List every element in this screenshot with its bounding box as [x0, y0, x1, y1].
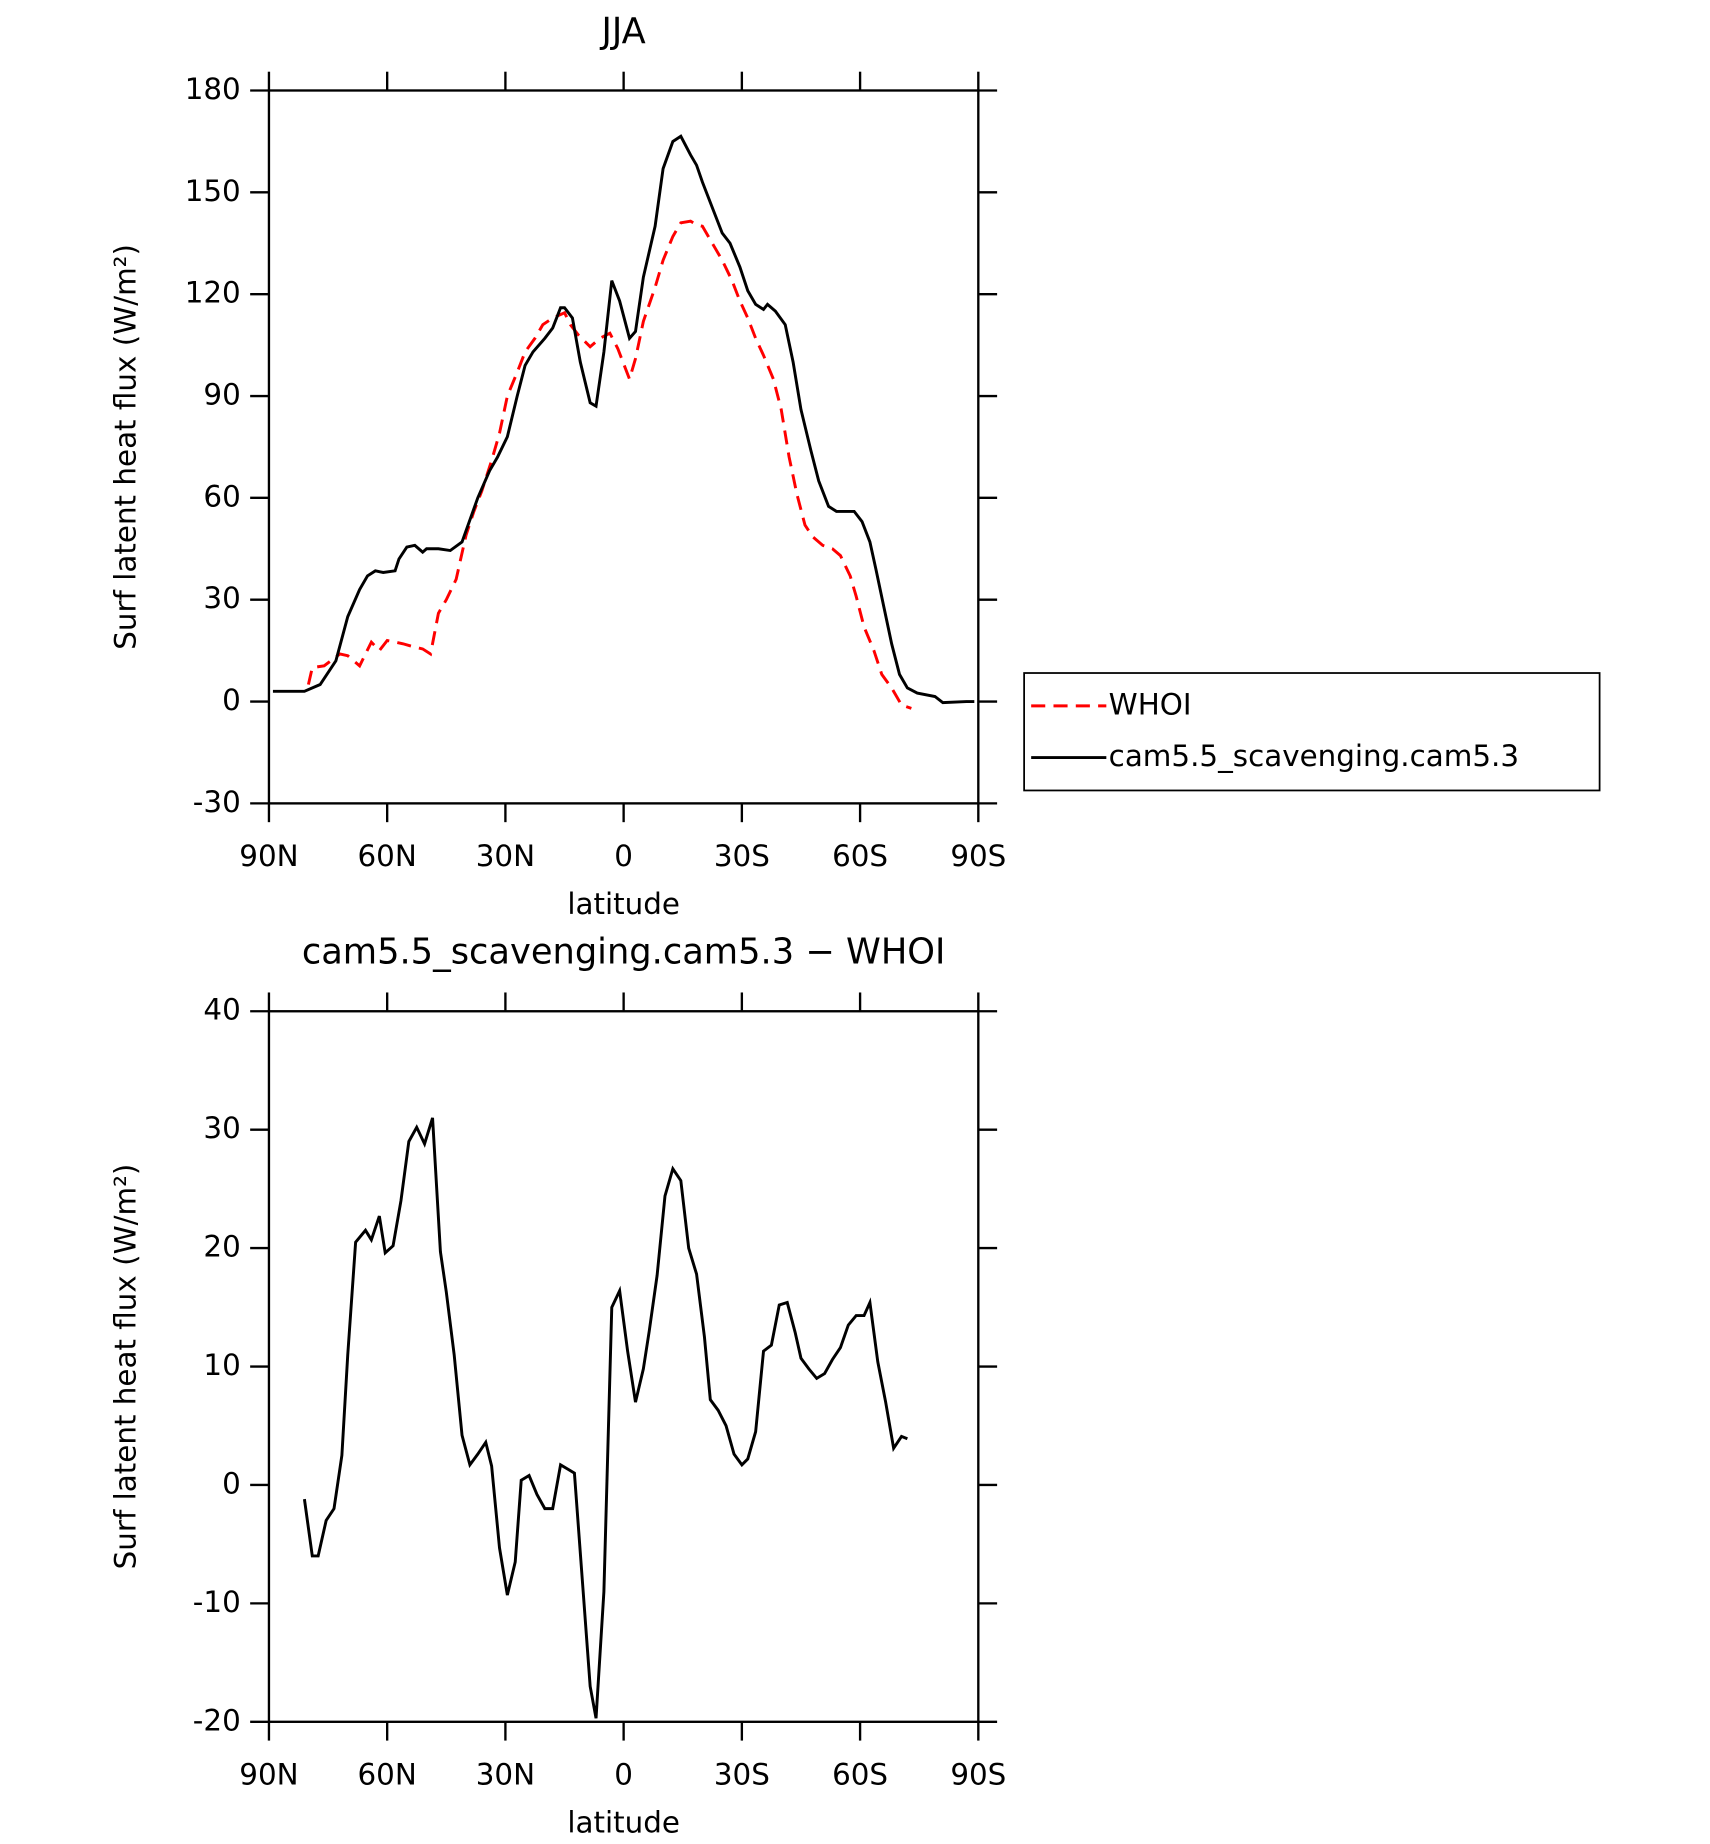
y-tick-label: 0	[222, 683, 241, 717]
x-tick-label: 60N	[358, 839, 417, 873]
y-tick-label: 10	[203, 1348, 240, 1382]
x-tick-label: 60S	[832, 839, 888, 873]
x-axis-label: latitude	[567, 1805, 680, 1839]
y-axis-label: Surf latent heat flux (W/m²)	[108, 244, 142, 650]
legend-label: cam5.5_scavenging.cam5.3	[1109, 739, 1519, 773]
data-line	[272, 134, 975, 705]
y-tick-label: 90	[203, 378, 240, 412]
x-tick-label: 0	[614, 1757, 633, 1791]
y-tick-label: -10	[193, 1585, 241, 1619]
x-tick-label: 30S	[714, 1757, 770, 1791]
legend-box	[1023, 672, 1601, 792]
y-tick-label: 30	[203, 581, 240, 615]
y-tick-label: 40	[203, 993, 240, 1027]
x-tick-label: 90N	[239, 1757, 298, 1791]
y-tick-label: -30	[193, 785, 241, 819]
x-tick-label: 60S	[832, 1757, 888, 1791]
x-tick-label: 60N	[358, 1757, 417, 1791]
x-tick-label: 90N	[239, 839, 298, 873]
x-tick-label: 0	[614, 839, 633, 873]
data-line	[302, 1117, 908, 1719]
x-tick-label: 90S	[950, 1757, 1006, 1791]
y-tick-label: 0	[222, 1466, 241, 1500]
x-tick-label: 30S	[714, 839, 770, 873]
x-tick-label: 90S	[950, 839, 1006, 873]
y-tick-label: 150	[185, 174, 241, 208]
y-tick-label: 120	[185, 276, 241, 310]
data-line	[306, 219, 912, 710]
x-tick-label: 30N	[476, 839, 535, 873]
y-tick-label: 30	[203, 1111, 240, 1145]
chart-title: JJA	[600, 11, 646, 52]
plot-frame	[267, 1010, 980, 1723]
y-axis-label: Surf latent heat flux (W/m²)	[108, 1164, 142, 1570]
x-axis-label: latitude	[567, 887, 680, 921]
chart-title: cam5.5_scavenging.cam5.3 − WHOI	[302, 932, 946, 973]
y-tick-label: 180	[185, 72, 241, 106]
legend-label: WHOI	[1109, 687, 1192, 721]
plot-frame	[267, 89, 980, 805]
y-tick-label: 20	[203, 1230, 240, 1264]
y-tick-label: -20	[193, 1703, 241, 1737]
y-tick-label: 60	[203, 479, 240, 513]
x-tick-label: 30N	[476, 1757, 535, 1791]
